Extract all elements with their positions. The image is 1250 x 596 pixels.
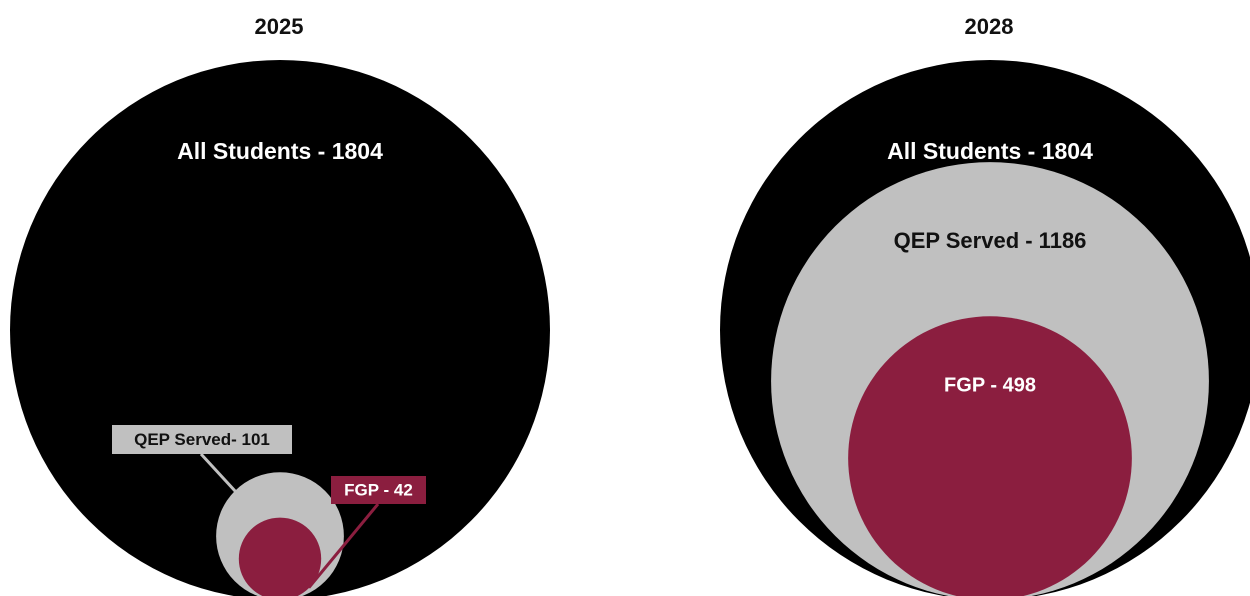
bubble-fgp-2025: [238, 517, 322, 596]
label-fgp-2028: FGP - 498: [944, 375, 1036, 397]
chart-title-2025: 2025: [254, 14, 304, 39]
label-all-students-2025: All Students - 1804: [177, 138, 383, 164]
leader-line-fgp-2025: [307, 503, 380, 589]
bubble-all-students-2025: [10, 60, 550, 596]
callout-box-fgp-2025: [331, 476, 426, 504]
bubble-fgp-2028: [848, 316, 1132, 596]
label-fgp-2025: FGP - 42: [344, 480, 413, 499]
label-qep-served-2028: QEP Served - 1186: [894, 228, 1087, 253]
leader-line-qep-2025: [199, 452, 238, 494]
label-qep-served-2025: QEP Served- 101: [134, 430, 270, 449]
callout-box-qep-2025: [112, 425, 292, 454]
chart-title-2028: 2028: [964, 14, 1014, 39]
label-all-students-2028: All Students - 1804: [887, 138, 1093, 164]
